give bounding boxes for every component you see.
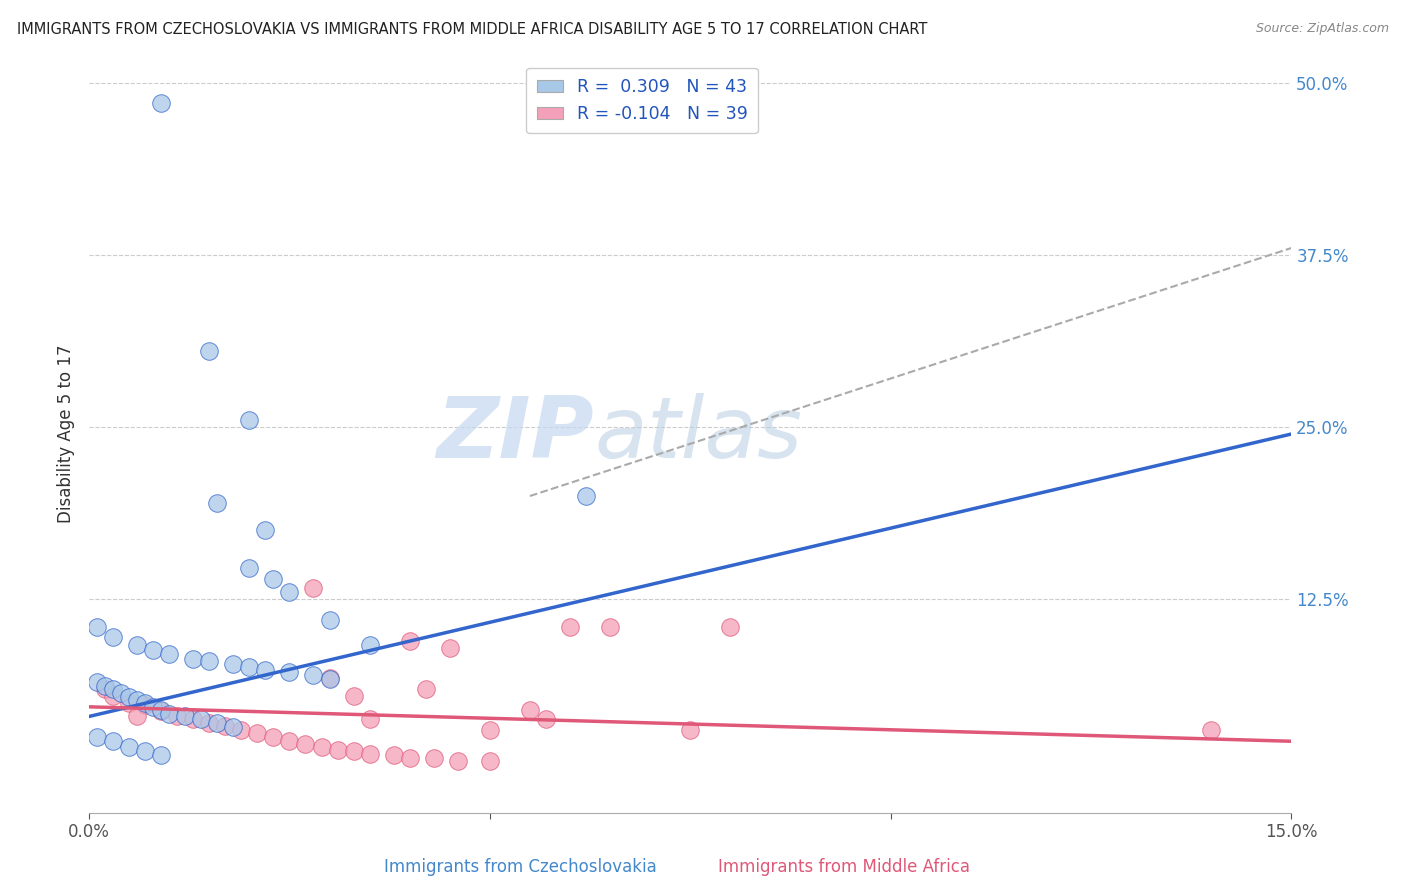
Point [101,689,124,703]
Point [174,709,197,723]
Point [398,633,420,648]
Text: ZIP: ZIP [436,392,593,475]
Point [127,693,149,707]
Point [150,96,173,111]
Point [142,699,165,714]
Point [207,496,229,510]
Point [150,747,173,762]
Point [94,679,117,693]
Point [198,654,221,668]
Point [118,739,141,754]
Point [359,638,381,652]
Point [134,744,156,758]
Point [198,344,221,359]
Point [127,709,149,723]
Point [142,643,165,657]
Point [181,712,204,726]
Point [254,524,277,538]
Text: IMMIGRANTS FROM CZECHOSLOVAKIA VS IMMIGRANTS FROM MIDDLE AFRICA DISABILITY AGE 5: IMMIGRANTS FROM CZECHOSLOVAKIA VS IMMIGR… [17,22,927,37]
Point [318,673,340,687]
Point [207,716,229,731]
Point [262,572,284,586]
Point [246,726,269,740]
Point [519,702,541,716]
Point [318,613,340,627]
Point [382,747,405,762]
Point [278,665,301,680]
Point [599,620,621,634]
Point [86,730,108,744]
Point [359,712,381,726]
Point [214,719,236,733]
Point [278,734,301,748]
Point [222,657,245,672]
Point [157,648,180,662]
Point [326,742,349,756]
Point [302,582,325,596]
Text: atlas: atlas [593,392,801,475]
Point [222,721,245,735]
Point [127,638,149,652]
Point [1199,723,1222,738]
Point [278,585,301,599]
Point [110,686,132,700]
Point [238,413,260,427]
Point [101,630,124,644]
Point [439,640,461,655]
Point [359,747,381,761]
Point [422,751,444,765]
Point [198,716,221,731]
Point [134,698,156,713]
Point [342,689,364,703]
Point [342,744,364,758]
Point [238,560,260,574]
Point [679,723,702,738]
Text: Immigrants from Middle Africa: Immigrants from Middle Africa [717,858,970,876]
Point [134,696,156,710]
Point [150,704,173,718]
Point [190,712,212,726]
Point [238,660,260,674]
Point [181,651,204,665]
Point [157,706,180,721]
Point [262,730,284,744]
Point [575,489,598,503]
Point [311,739,333,754]
Point [415,681,437,696]
Legend: R =  0.309   N = 43, R = -0.104   N = 39: R = 0.309 N = 43, R = -0.104 N = 39 [526,68,758,133]
Point [318,671,340,685]
Point [118,696,141,710]
Point [478,754,501,768]
Point [447,754,470,768]
Point [718,620,741,634]
Point [86,620,108,634]
Point [94,681,117,696]
Point [478,723,501,738]
Point [150,702,173,716]
Point [294,737,316,751]
Point [101,681,124,696]
Point [231,723,253,738]
Text: Source: ZipAtlas.com: Source: ZipAtlas.com [1256,22,1389,36]
Point [101,734,124,748]
Point [166,709,188,723]
Point [398,751,420,765]
Point [118,690,141,705]
Point [534,712,557,726]
Y-axis label: Disability Age 5 to 17: Disability Age 5 to 17 [58,345,75,524]
Point [302,668,325,682]
Point [558,620,581,634]
Text: Immigrants from Czechoslovakia: Immigrants from Czechoslovakia [384,858,657,876]
Point [254,663,277,677]
Point [86,675,108,690]
